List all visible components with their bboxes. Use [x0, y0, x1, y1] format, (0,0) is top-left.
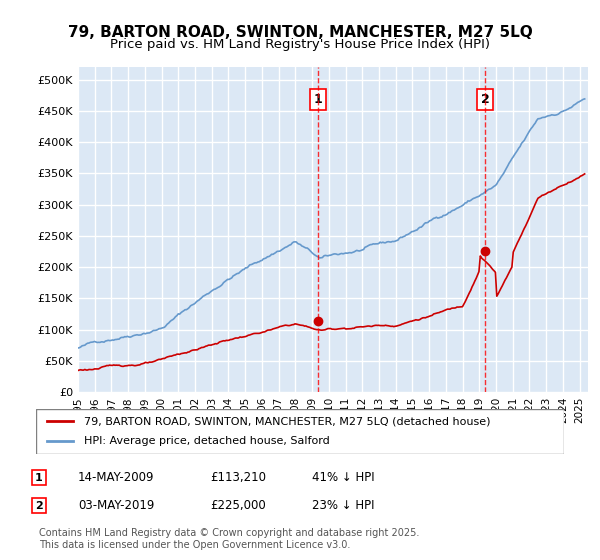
Text: 1: 1 — [314, 93, 323, 106]
Text: 03-MAY-2019: 03-MAY-2019 — [78, 499, 154, 512]
FancyBboxPatch shape — [36, 409, 564, 454]
Text: Price paid vs. HM Land Registry's House Price Index (HPI): Price paid vs. HM Land Registry's House … — [110, 38, 490, 51]
Text: 2: 2 — [481, 93, 490, 106]
Text: £113,210: £113,210 — [210, 471, 266, 484]
Text: 79, BARTON ROAD, SWINTON, MANCHESTER, M27 5LQ: 79, BARTON ROAD, SWINTON, MANCHESTER, M2… — [68, 25, 532, 40]
Text: 79, BARTON ROAD, SWINTON, MANCHESTER, M27 5LQ (detached house): 79, BARTON ROAD, SWINTON, MANCHESTER, M2… — [83, 416, 490, 426]
Text: 2: 2 — [35, 501, 43, 511]
Text: Contains HM Land Registry data © Crown copyright and database right 2025.
This d: Contains HM Land Registry data © Crown c… — [39, 528, 419, 550]
Text: 41% ↓ HPI: 41% ↓ HPI — [312, 471, 374, 484]
Text: 1: 1 — [35, 473, 43, 483]
Text: 23% ↓ HPI: 23% ↓ HPI — [312, 499, 374, 512]
Text: HPI: Average price, detached house, Salford: HPI: Average price, detached house, Salf… — [83, 436, 329, 446]
Text: £225,000: £225,000 — [210, 499, 266, 512]
Text: 14-MAY-2009: 14-MAY-2009 — [78, 471, 155, 484]
